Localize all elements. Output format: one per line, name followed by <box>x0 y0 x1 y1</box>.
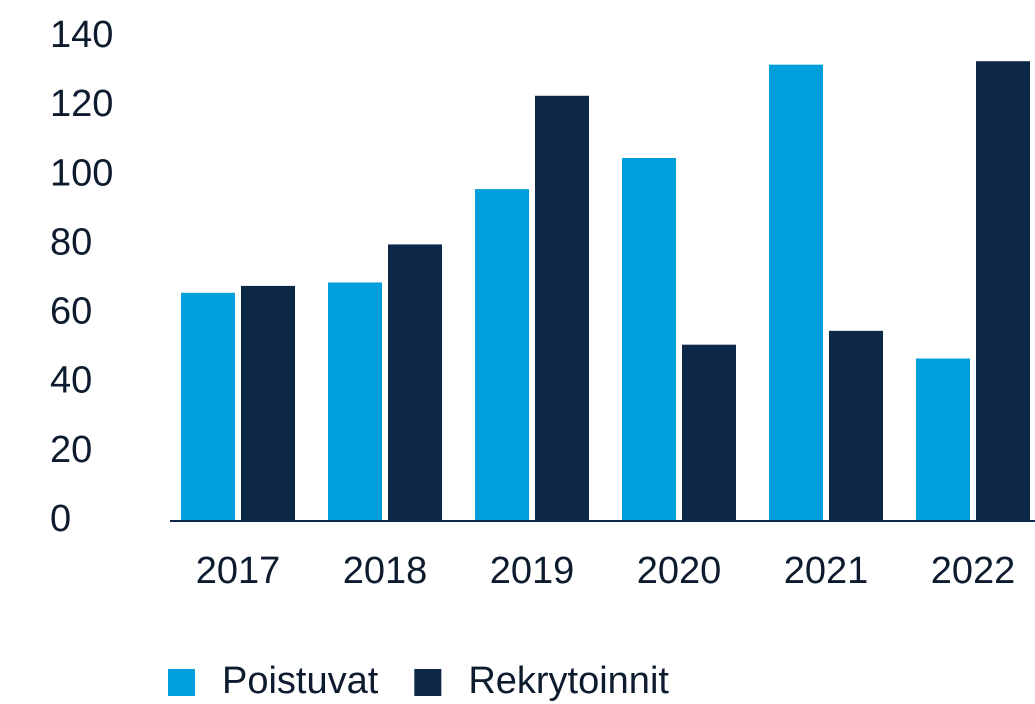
legend-label: Rekrytoinnit <box>468 660 669 702</box>
y-tick-label: 140 <box>50 14 113 56</box>
x-tick-label: 2022 <box>931 550 1016 592</box>
x-tick-label: 2020 <box>637 550 722 592</box>
bar <box>181 292 235 521</box>
y-tick-label: 40 <box>50 360 92 402</box>
bar <box>976 61 1030 521</box>
bar <box>328 282 382 521</box>
bar <box>241 285 295 521</box>
bar <box>682 344 736 521</box>
legend-swatch <box>168 669 195 696</box>
bar <box>475 189 529 521</box>
legend-swatch <box>414 669 442 696</box>
y-tick-label: 60 <box>50 291 92 333</box>
x-tick-label: 2021 <box>784 550 869 592</box>
bar <box>535 95 589 522</box>
bar <box>829 330 883 521</box>
x-tick-label: 2019 <box>490 550 575 592</box>
y-tick-label: 0 <box>50 498 71 540</box>
bar <box>622 158 676 521</box>
legend-label: Poistuvat <box>222 660 379 702</box>
y-tick-label: 100 <box>50 152 113 194</box>
y-tick-label: 20 <box>50 429 92 471</box>
y-tick-label: 80 <box>50 221 92 263</box>
x-tick-label: 2018 <box>343 550 428 592</box>
bar <box>916 358 970 521</box>
y-tick-label: 120 <box>50 83 113 125</box>
x-tick-label: 2017 <box>196 550 281 592</box>
bar <box>388 244 442 521</box>
bar <box>769 64 823 522</box>
